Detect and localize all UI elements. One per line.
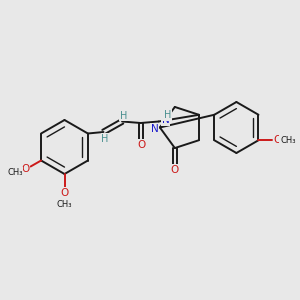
Text: CH₃: CH₃	[57, 200, 72, 209]
Text: N: N	[151, 124, 158, 134]
Text: O: O	[137, 140, 146, 150]
Text: N: N	[162, 115, 170, 125]
Text: O: O	[60, 188, 69, 198]
Text: H: H	[164, 110, 171, 120]
Text: O: O	[273, 135, 281, 145]
Text: CH₃: CH₃	[7, 168, 23, 177]
Text: H: H	[101, 134, 109, 144]
Text: H: H	[120, 110, 127, 121]
Text: O: O	[171, 165, 179, 175]
Text: CH₃: CH₃	[280, 136, 295, 145]
Text: O: O	[21, 164, 30, 174]
